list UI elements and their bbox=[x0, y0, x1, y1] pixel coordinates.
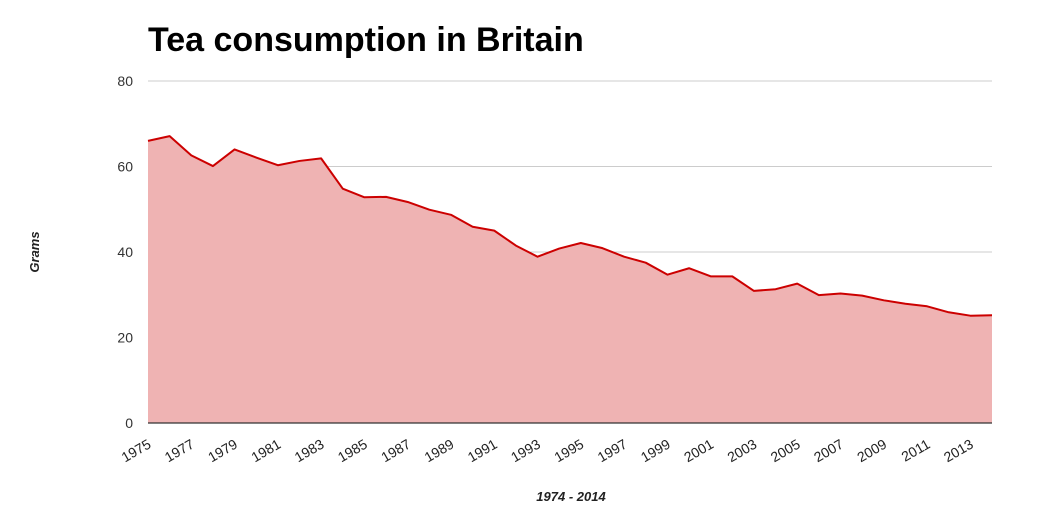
data-point bbox=[276, 163, 280, 167]
x-tick-label: 1981 bbox=[248, 436, 283, 466]
data-point bbox=[254, 156, 258, 160]
data-point bbox=[514, 244, 518, 248]
data-point bbox=[860, 294, 864, 298]
x-tick-label: 2009 bbox=[854, 436, 889, 466]
data-point bbox=[925, 304, 929, 308]
data-point bbox=[211, 164, 215, 168]
x-tick-label: 1985 bbox=[335, 436, 370, 466]
data-point bbox=[622, 255, 626, 259]
x-axis-label: 1974 - 2014 bbox=[536, 489, 606, 504]
x-tick-label: 1997 bbox=[595, 436, 630, 466]
data-point bbox=[536, 255, 540, 259]
x-tick-label: 1991 bbox=[465, 436, 500, 466]
x-tick-label: 2011 bbox=[899, 436, 933, 465]
data-point bbox=[752, 289, 756, 293]
y-axis-label: Grams bbox=[27, 231, 42, 272]
data-point bbox=[362, 195, 366, 199]
data-point bbox=[319, 156, 323, 160]
data-point bbox=[297, 159, 301, 163]
x-tick-label: 1979 bbox=[205, 436, 240, 466]
data-point bbox=[665, 273, 669, 277]
x-tick-label: 1975 bbox=[119, 436, 154, 466]
data-point bbox=[189, 153, 193, 157]
chart-title: Tea consumption in Britain bbox=[148, 21, 584, 59]
x-tick-label: 1993 bbox=[508, 436, 543, 466]
x-tick-label: 2005 bbox=[768, 436, 803, 466]
data-point bbox=[168, 134, 172, 138]
data-point bbox=[947, 310, 951, 314]
data-point bbox=[817, 293, 821, 297]
x-tick-label: 2013 bbox=[941, 436, 976, 466]
data-point bbox=[709, 274, 713, 278]
data-point bbox=[687, 266, 691, 270]
data-point bbox=[146, 139, 150, 143]
y-tick-label: 0 bbox=[125, 415, 133, 431]
data-point bbox=[795, 282, 799, 286]
data-point bbox=[990, 313, 994, 317]
data-point bbox=[600, 246, 604, 250]
data-point bbox=[233, 147, 237, 151]
data-point bbox=[557, 247, 561, 251]
data-point bbox=[882, 298, 886, 302]
data-point bbox=[579, 241, 583, 245]
series-line bbox=[147, 135, 993, 317]
x-tick-label: 1989 bbox=[421, 436, 456, 466]
x-tick-label: 1977 bbox=[162, 436, 197, 466]
x-tick-label: 1983 bbox=[292, 436, 327, 466]
data-point bbox=[471, 225, 475, 229]
data-point bbox=[492, 229, 496, 233]
data-point bbox=[774, 287, 778, 291]
data-point bbox=[449, 213, 453, 217]
data-point bbox=[839, 291, 843, 295]
data-point bbox=[384, 195, 388, 199]
y-tick-label: 80 bbox=[117, 73, 133, 89]
y-tick-label: 20 bbox=[117, 330, 133, 346]
data-point bbox=[406, 200, 410, 204]
y-tick-label: 40 bbox=[117, 244, 133, 260]
x-tick-label: 1987 bbox=[378, 436, 413, 466]
y-axis-ticks: 0 20 40 60 80 bbox=[117, 73, 133, 431]
x-tick-label: 2003 bbox=[724, 436, 759, 466]
plot-area bbox=[146, 134, 994, 424]
x-tick-label: 1995 bbox=[551, 436, 586, 466]
x-tick-label: 2007 bbox=[811, 436, 846, 466]
data-point bbox=[968, 314, 972, 318]
data-point bbox=[644, 261, 648, 265]
x-tick-label: 2001 bbox=[681, 436, 716, 466]
data-point bbox=[903, 302, 907, 306]
area-fill bbox=[148, 136, 992, 423]
data-point bbox=[341, 187, 345, 191]
x-axis-ticks: 1975 1977 1979 1981 1983 1985 1987 1989 1991 1993… bbox=[119, 436, 977, 466]
x-tick-label: 1999 bbox=[638, 436, 673, 466]
data-point bbox=[427, 208, 431, 212]
data-point bbox=[730, 274, 734, 278]
y-tick-label: 60 bbox=[117, 159, 133, 175]
